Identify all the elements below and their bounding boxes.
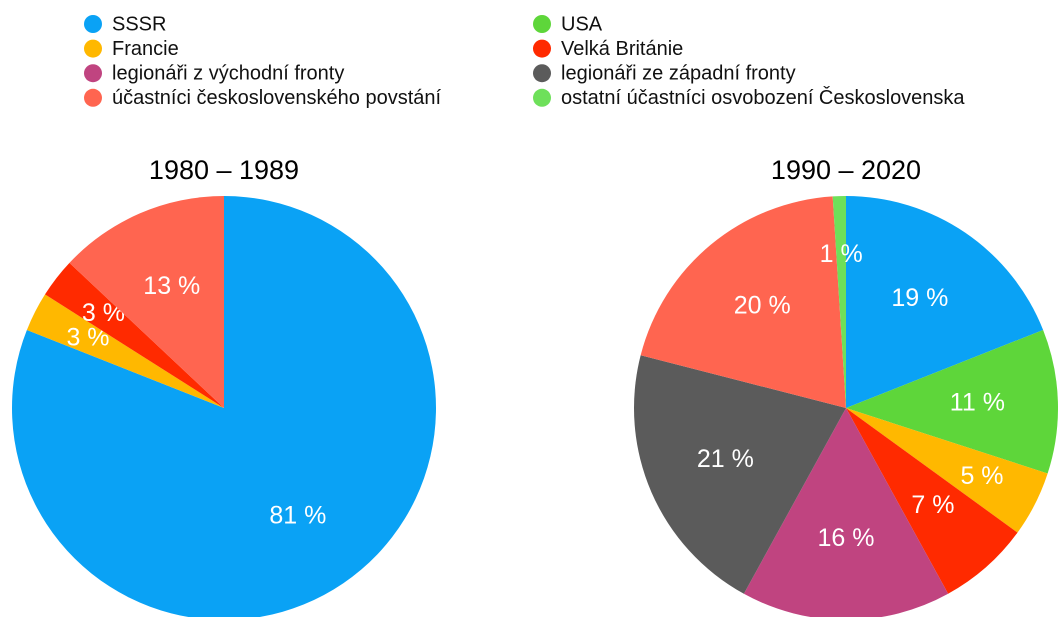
- legend-label: legionáři z východní fronty: [112, 62, 344, 84]
- pie-slice: [832, 196, 846, 408]
- legend-swatch: [84, 15, 102, 33]
- data-label: 11 %: [950, 388, 1005, 416]
- pie-slice: [12, 196, 436, 617]
- pie-slice: [846, 408, 1048, 533]
- data-label: 7 %: [911, 491, 954, 519]
- data-label: 5 %: [960, 462, 1003, 490]
- data-label: 16 %: [818, 524, 875, 552]
- legend-swatch: [533, 88, 551, 107]
- pie-slice: [69, 196, 224, 408]
- pie-slice: [846, 196, 1044, 408]
- legend-swatch: [533, 39, 551, 58]
- pie-slice: [743, 408, 949, 617]
- legend-label: SSSR: [112, 13, 166, 35]
- chart-title: 1980 – 1989: [149, 155, 299, 185]
- legend-label: legionáři ze západní fronty: [561, 62, 796, 84]
- legend-swatch: [533, 15, 551, 33]
- data-label: 81 %: [269, 501, 326, 529]
- data-label: 20 %: [734, 291, 791, 319]
- legend-label: ostatní účastníci osvobození Českosloven…: [561, 86, 965, 109]
- legend-swatch: [533, 64, 551, 83]
- pie-slice: [640, 196, 846, 408]
- pie-slice: [846, 408, 1018, 594]
- legend-swatch: [84, 88, 102, 107]
- legend-label: USA: [561, 13, 603, 35]
- data-label: 19 %: [891, 284, 948, 312]
- pie-slice: [634, 355, 846, 594]
- legend-swatch: [84, 39, 102, 58]
- data-label: 1 %: [820, 240, 863, 268]
- legend-label: Velká Británie: [561, 38, 683, 60]
- data-label: 21 %: [697, 445, 754, 473]
- pie-slice: [26, 294, 224, 408]
- legend-label: Francie: [112, 38, 179, 60]
- legend-swatch: [84, 64, 102, 83]
- pie-slice: [45, 262, 225, 408]
- legend-label: účastníci československého povstání: [112, 87, 442, 109]
- data-label: 13 %: [143, 272, 200, 300]
- pie-slice: [846, 329, 1058, 474]
- chart-title: 1990 – 2020: [771, 155, 921, 185]
